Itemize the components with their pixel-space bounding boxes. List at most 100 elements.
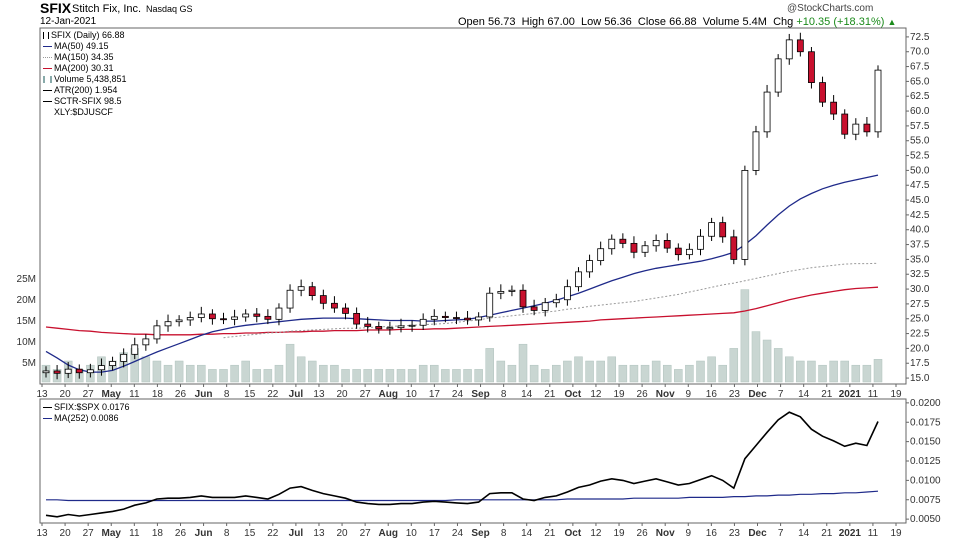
x-tick-label: 26 <box>175 389 187 400</box>
volume-bar <box>452 369 461 383</box>
price-tick-label: 27.5 <box>910 299 930 310</box>
legend-text: MA(200) 30.31 <box>54 63 114 73</box>
line-swatch-icon <box>43 90 52 92</box>
price-candle <box>841 113 849 135</box>
price-candle <box>830 101 838 115</box>
legend-entry: XLY:$DJUSCF <box>43 107 127 118</box>
x-tick-label: 16 <box>706 389 718 400</box>
price-candle <box>785 39 793 60</box>
price-candle <box>153 325 161 340</box>
x-tick-label: 17 <box>429 389 441 400</box>
price-candle <box>408 324 416 327</box>
price-candle <box>519 289 527 308</box>
legend-entry: SCTR-SFIX 98.5 <box>43 96 127 107</box>
price-candle <box>763 91 771 133</box>
exchange-label: Nasdaq GS <box>146 4 193 14</box>
x-tick-label: 12 <box>590 528 602 539</box>
volume-bar <box>208 369 217 383</box>
price-candle <box>419 318 427 326</box>
legend-text: SCTR-SFIX 98.5 <box>54 96 122 106</box>
volume-bar <box>840 360 849 383</box>
x-tick-label: Sep <box>471 528 489 539</box>
price-tick-label: 45.0 <box>910 195 930 206</box>
x-tick-label: 18 <box>152 389 164 400</box>
volume-bar <box>574 356 583 383</box>
volume-bar <box>696 360 705 383</box>
volume-bar <box>141 356 151 383</box>
ratio-tick-label: 0.0175 <box>910 417 941 428</box>
price-candle <box>563 286 571 301</box>
price-candle <box>441 315 449 318</box>
x-tick-label: 14 <box>798 389 810 400</box>
price-candle <box>342 307 349 314</box>
ratio-panel-frame <box>39 398 907 524</box>
volume-bar <box>152 360 162 383</box>
ratio-tick-label: 0.0100 <box>910 475 941 486</box>
legend-text: XLY:$DJUSCF <box>54 107 113 117</box>
legend-entry: Volume 5,438,851 <box>43 74 127 85</box>
volume-bar <box>430 364 439 383</box>
price-tick-label: 57.5 <box>910 121 930 132</box>
volume-bar <box>230 364 239 383</box>
x-tick-label: 11 <box>868 389 879 400</box>
change-value: +10.35 (+18.31%) <box>796 16 885 28</box>
price-candle <box>208 313 216 320</box>
price-candle <box>364 323 372 327</box>
volume-bar <box>485 348 494 383</box>
legend-entry: MA(50) 49.15 <box>43 41 127 52</box>
volume-tick-label: 5M <box>22 358 36 369</box>
price-candle <box>530 306 538 311</box>
company-name: Stitch Fix, Inc. <box>72 3 142 15</box>
volume-bar <box>818 364 827 383</box>
x-tick-label: 16 <box>706 528 718 539</box>
price-candle <box>275 307 283 320</box>
volume-bar <box>762 339 772 383</box>
price-tick-label: 22.5 <box>910 329 930 340</box>
volume-bar <box>385 369 395 383</box>
ma150-line <box>223 262 879 339</box>
volume-bar <box>796 360 805 383</box>
price-tick-label: 47.5 <box>910 180 930 191</box>
price-candle <box>64 368 72 374</box>
x-tick-label: 24 <box>452 389 464 400</box>
x-tick-label: 15 <box>244 389 256 400</box>
legend-text: SFIX (Daily) 66.88 <box>51 30 125 40</box>
price-candle <box>575 271 582 288</box>
x-tick-label: 8 <box>224 528 230 539</box>
price-candle <box>286 289 294 309</box>
price-candle <box>186 317 194 321</box>
x-tick-label: 20 <box>336 389 348 400</box>
ticker-symbol: SFIX <box>40 0 72 16</box>
price-candle <box>730 236 738 260</box>
price-candle <box>486 292 494 318</box>
volume-bar <box>407 369 417 383</box>
price-candle <box>641 245 649 253</box>
volume-bar <box>418 364 428 383</box>
legend-entry: MA(252) 0.0086 <box>43 413 130 424</box>
volume-bar <box>629 364 639 383</box>
price-candle <box>197 313 205 318</box>
legend-text: ATR(200) 1.954 <box>54 85 118 95</box>
volume-tick-label: 20M <box>17 295 36 306</box>
price-tick-label: 20.0 <box>910 343 930 354</box>
line-swatch-icon <box>43 101 52 103</box>
x-tick-label: 21 <box>544 389 556 400</box>
ratio-ma252-line <box>46 490 879 502</box>
legend-entry: ATR(200) 1.954 <box>43 85 127 96</box>
x-tick-label: 18 <box>152 528 164 539</box>
price-tick-label: 30.0 <box>910 284 930 295</box>
x-tick-label: 20 <box>60 389 72 400</box>
price-candle <box>597 248 605 261</box>
x-tick-label: Sep <box>471 389 489 400</box>
high-label: High <box>521 16 545 28</box>
line-swatch-icon <box>43 57 52 59</box>
volume-bar <box>441 369 450 383</box>
price-candle <box>353 312 361 325</box>
price-candle <box>98 365 105 371</box>
volume-bar <box>341 369 350 383</box>
price-tick-label: 55.0 <box>910 136 930 147</box>
legend-text: MA(150) 34.35 <box>54 52 114 62</box>
price-candle <box>464 317 471 321</box>
price-candle <box>774 58 782 93</box>
volume-bar <box>552 364 561 383</box>
